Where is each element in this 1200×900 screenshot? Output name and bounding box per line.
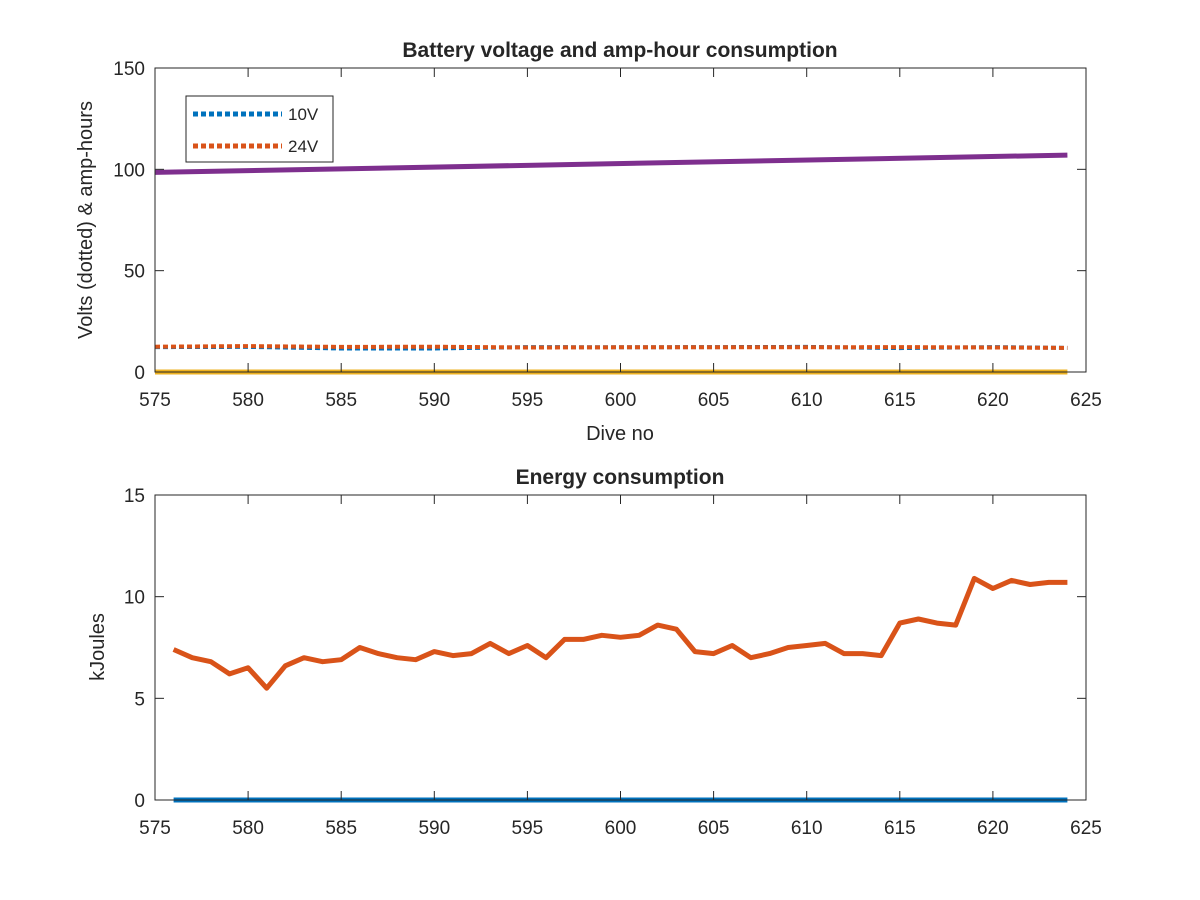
voltage-x-tick-label: 595: [512, 390, 544, 411]
voltage-series-line-2: [154, 152, 1068, 175]
voltage-x-tick-label: 580: [232, 390, 264, 411]
voltage-chart-title: Battery voltage and amp-hour consumption: [402, 39, 837, 62]
energy-y-tick-label: 0: [134, 791, 145, 812]
energy-x-tick-label: 610: [791, 818, 823, 839]
voltage-y-tick-label: 150: [113, 59, 145, 80]
energy-y-tick-label: 15: [124, 486, 145, 507]
voltage-series-group: [154, 152, 1068, 375]
voltage-axes: Battery voltage and amp-hour consumption…: [75, 39, 1102, 445]
voltage-x-tick-label: 605: [698, 390, 730, 411]
energy-x-tick-label: 605: [698, 818, 730, 839]
voltage-y-tick-label: 0: [134, 363, 145, 384]
voltage-y-axis-label: Volts (dotted) & amp-hours: [75, 101, 97, 339]
legend-label-24v: 24V: [288, 137, 319, 156]
voltage-legend: 10V 24V: [185, 95, 334, 163]
voltage-x-tick-label: 585: [325, 390, 357, 411]
voltage-y-tick-label: 100: [113, 160, 145, 181]
voltage-ticks-group: 575 580 585 590 595 600 605 610 615 620 625 0 50 100 1…: [113, 59, 1102, 411]
voltage-axes-box: [154, 67, 1087, 373]
energy-x-tick-label: 625: [1070, 818, 1102, 839]
energy-y-axis-label: kJoules: [87, 613, 109, 681]
energy-x-tick-label: 595: [512, 818, 544, 839]
energy-x-tick-label: 575: [139, 818, 171, 839]
energy-series-line-0: [172, 575, 1068, 691]
voltage-x-tick-label: 590: [418, 390, 450, 411]
energy-x-tick-label: 580: [232, 818, 264, 839]
voltage-x-tick-label: 600: [605, 390, 637, 411]
voltage-x-tick-label: 610: [791, 390, 823, 411]
voltage-series-line-24v: [154, 344, 1068, 350]
legend-label-10v: 10V: [288, 105, 319, 124]
voltage-x-tick-label: 615: [884, 390, 916, 411]
energy-x-tick-label: 600: [605, 818, 637, 839]
voltage-y-tick-label: 50: [124, 262, 145, 283]
voltage-x-axis-label: Dive no: [586, 423, 654, 445]
energy-axes: Energy consumption kJoules 575 580 585 590 5…: [87, 466, 1102, 839]
energy-x-tick-label: 620: [977, 818, 1009, 839]
voltage-x-tick-label: 575: [139, 390, 171, 411]
energy-y-tick-label: 5: [134, 689, 145, 710]
energy-x-tick-label: 615: [884, 818, 916, 839]
energy-series-group: [172, 575, 1068, 803]
energy-ticks-group: 575 580 585 590 595 600 605 610 615 620 625 0 5 10 15: [124, 486, 1102, 839]
voltage-legend-box: [185, 95, 334, 163]
energy-x-tick-label: 585: [325, 818, 357, 839]
energy-chart-title: Energy consumption: [516, 466, 725, 489]
voltage-x-tick-label: 625: [1070, 390, 1102, 411]
voltage-x-tick-label: 620: [977, 390, 1009, 411]
energy-y-tick-label: 10: [124, 588, 145, 609]
energy-x-tick-label: 590: [418, 818, 450, 839]
energy-axes-box: [154, 494, 1087, 801]
